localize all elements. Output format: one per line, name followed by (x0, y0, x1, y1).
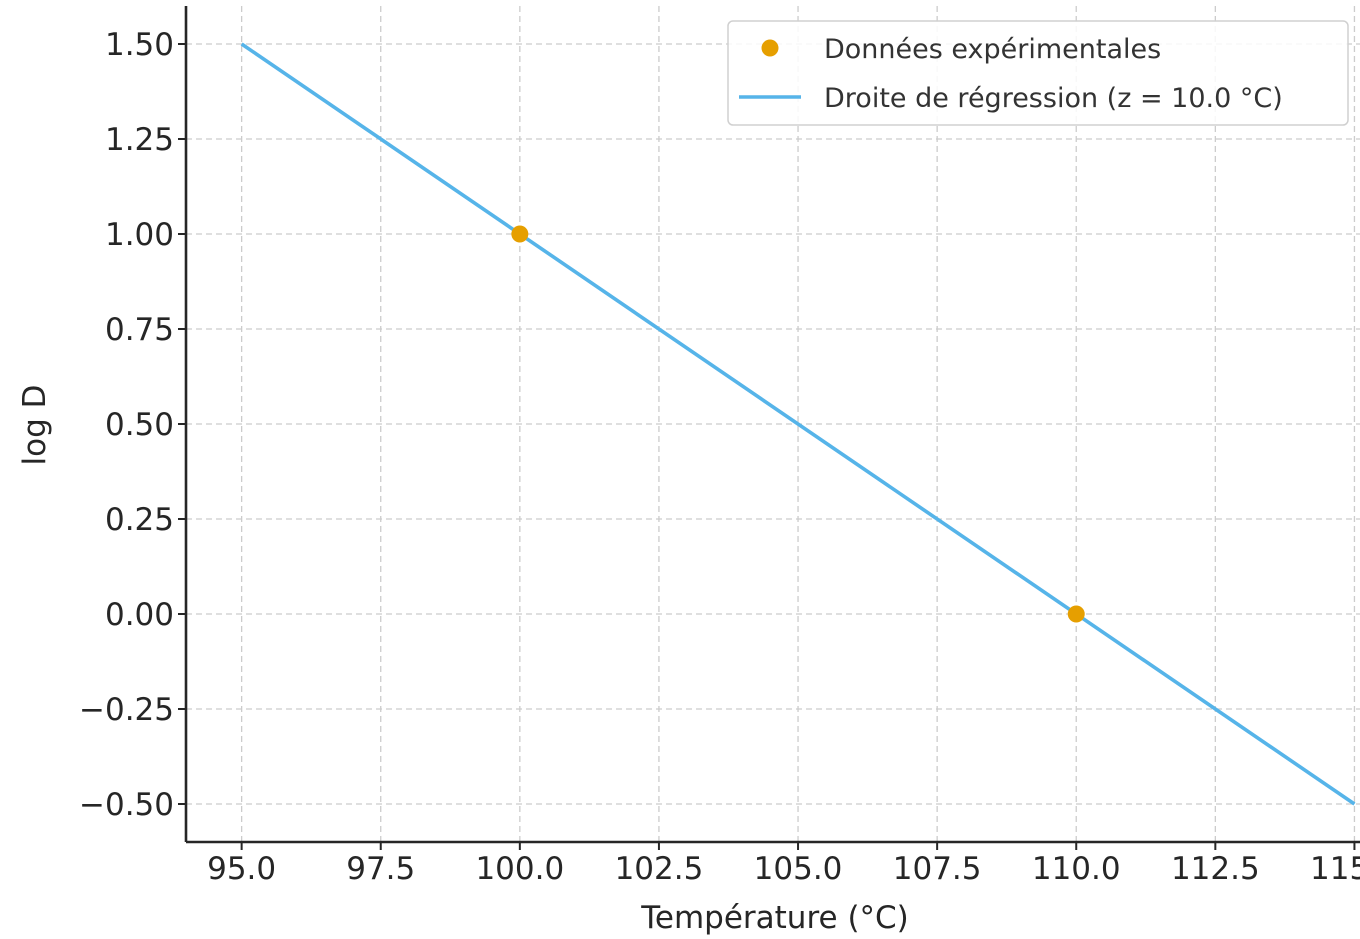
y-tick-label: 0.00 (105, 597, 174, 633)
data-point (1067, 605, 1085, 623)
y-tick-label: 0.75 (105, 312, 174, 348)
axis-ticks: 95.0 97.5 100.0 102.5 105.0 107.5 110.0 112.5 11… (79, 27, 1360, 887)
legend-label: Droite de régression (z = 10.0 °C) (824, 83, 1283, 114)
y-tick-label: −0.50 (79, 787, 174, 823)
x-tick-label: 97.5 (346, 851, 415, 887)
x-tick-label: 95.0 (207, 851, 276, 887)
x-tick-label: 105.0 (754, 851, 843, 887)
grid-lines (186, 6, 1360, 842)
y-tick-label: −0.25 (79, 692, 174, 728)
x-tick-label: 110.0 (1032, 851, 1121, 887)
y-tick-label: 0.25 (105, 502, 174, 538)
x-tick-label: 115.0 (1310, 851, 1360, 887)
legend-label: Données expérimentales (824, 34, 1161, 65)
y-tick-label: 1.00 (105, 217, 174, 253)
x-axis-title: Température (°C) (640, 900, 909, 936)
y-tick-label: 1.50 (105, 27, 174, 63)
x-tick-label: 100.0 (475, 851, 564, 887)
y-tick-label: 1.25 (105, 122, 174, 158)
regression-line (240, 42, 1356, 806)
x-tick-label: 102.5 (615, 851, 704, 887)
legend-box (727, 20, 1349, 126)
y-axis-title: log D (17, 385, 53, 466)
y-tick-label: 0.50 (105, 407, 174, 443)
legend: Données expérimentales Droite de régressi… (727, 20, 1349, 126)
x-tick-label: 107.5 (893, 851, 982, 887)
x-tick-label: 112.5 (1171, 851, 1260, 887)
data-point (511, 225, 529, 243)
legend-marker (761, 39, 779, 57)
axes-spines (184, 6, 1360, 844)
plot-series (240, 42, 1356, 806)
